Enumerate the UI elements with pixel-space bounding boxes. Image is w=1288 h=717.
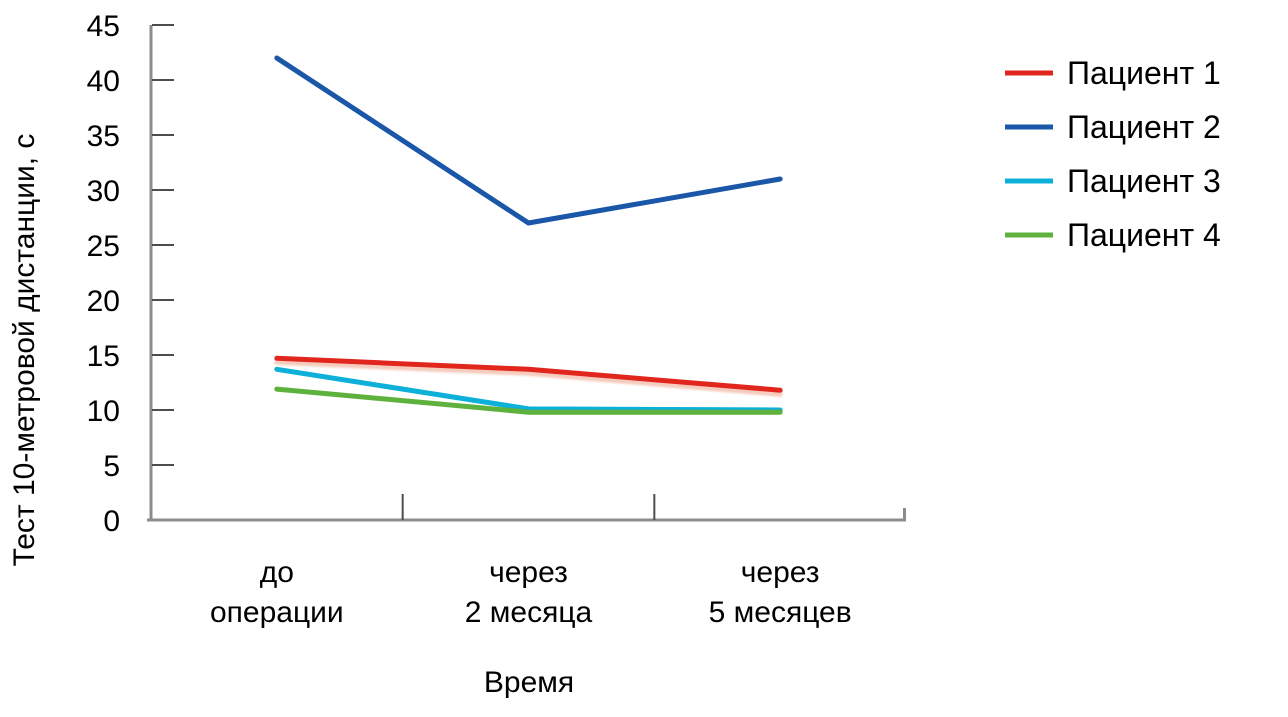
x-category-label: 2 месяца: [465, 596, 593, 629]
y-tick-label: 0: [103, 505, 120, 538]
series-line-3: [274, 366, 783, 413]
y-tick-label: 45: [87, 10, 120, 43]
series-lines: [274, 55, 783, 415]
x-category-label: через: [489, 556, 568, 589]
series-line-4: [274, 386, 783, 415]
legend-label: Пациент 1: [1067, 55, 1221, 91]
y-tick-label: 5: [103, 450, 120, 483]
x-category-label: через: [741, 556, 820, 589]
y-tick-label: 15: [87, 340, 120, 373]
y-tick-label: 20: [87, 285, 120, 318]
legend-label: Пациент 2: [1067, 109, 1221, 145]
x-category-label: 5 месяцев: [709, 596, 852, 629]
legend-label: Пациент 3: [1067, 163, 1221, 199]
x-axis-title: Время: [484, 666, 574, 699]
series-line-1: [274, 355, 783, 393]
tick-labels: 0 5 10 15 20 25 30 35 40 45 до операции через 2 месяц…: [87, 10, 852, 629]
y-axis-title: Тест 10-метровой дистанции, с: [8, 134, 41, 567]
legend: Пациент 1 Пациент 2 Пациент 3 Пациент 4: [1005, 55, 1221, 253]
y-tick-label: 35: [87, 120, 120, 153]
y-tick-label: 25: [87, 230, 120, 263]
y-tick-label: 40: [87, 65, 120, 98]
y-tick-label: 30: [87, 175, 120, 208]
x-category-label: до: [260, 556, 294, 589]
y-tick-label: 10: [87, 395, 120, 428]
series-line-2: [274, 55, 783, 226]
legend-label: Пациент 4: [1067, 217, 1221, 253]
axes: [147, 24, 906, 522]
x-category-label: операции: [210, 596, 344, 629]
